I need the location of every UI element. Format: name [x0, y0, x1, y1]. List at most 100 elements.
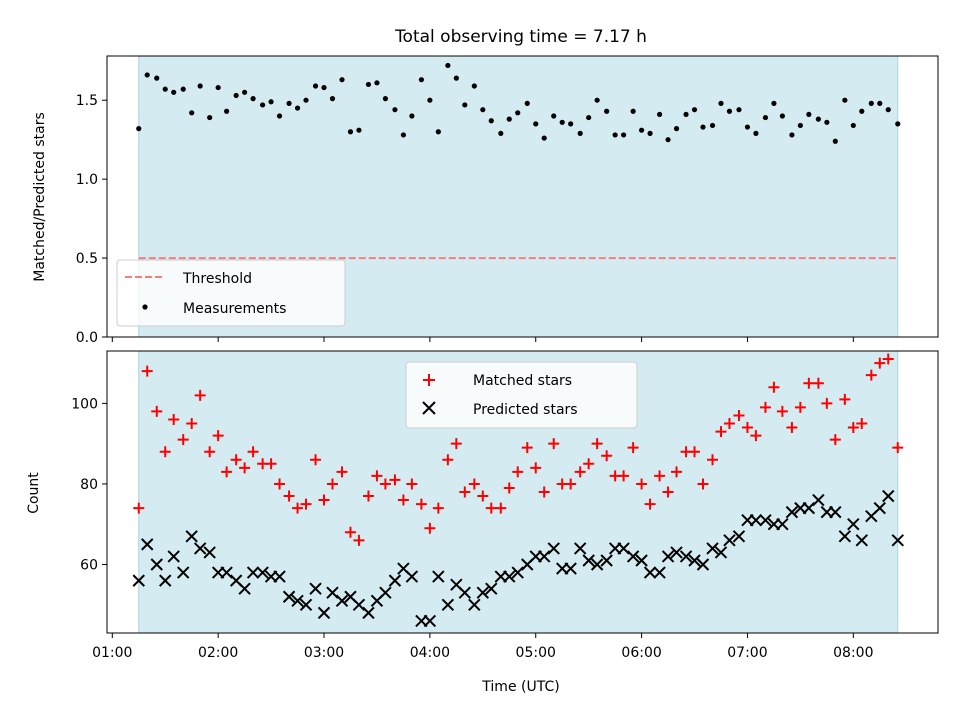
matched-star-point [671, 466, 683, 478]
matched-star-point [292, 502, 304, 514]
matched-star-point [776, 405, 788, 417]
matched-star-point [786, 422, 798, 434]
predicted-star-point [177, 566, 190, 579]
measurement-point [630, 108, 636, 114]
matched-star-point [212, 430, 224, 442]
measurement-point [753, 130, 759, 136]
measurement-points [136, 62, 901, 144]
matched-star-point [468, 478, 480, 490]
predicted-star-point [635, 554, 648, 567]
measurement-point [700, 124, 706, 130]
measurement-point [665, 137, 671, 143]
matched-star-point [741, 422, 753, 434]
matched-star-point [618, 470, 630, 482]
matched-star-point [512, 466, 524, 478]
matched-star-point [768, 381, 780, 393]
matched-star-point [733, 409, 745, 421]
measurement-point [276, 113, 283, 119]
measurement-point [533, 121, 539, 127]
measurements-legend-swatch [142, 304, 148, 310]
measurement-point [718, 100, 724, 106]
matched-star-point [336, 466, 348, 478]
matched-star-point [371, 470, 383, 482]
measurement-point [541, 135, 547, 141]
measurement-point [691, 107, 698, 113]
predicted-star-point [335, 594, 349, 607]
predicted-star-point [679, 550, 693, 563]
matched-star-point [362, 490, 374, 502]
matched-star-point [204, 446, 216, 458]
predicted-star-point [873, 501, 886, 515]
matched-star-point [723, 418, 735, 430]
measurement-point [171, 89, 177, 95]
chart-title: Total observing time = 7.17 h [394, 27, 647, 47]
measurement-point [400, 132, 407, 138]
predicted-legend-label: Predicted stars [473, 402, 578, 418]
matched-star-point [133, 502, 145, 514]
matched-star-point [485, 502, 497, 514]
matched-star-point [406, 478, 418, 490]
ratio-legend: Threshold Measurements [116, 259, 346, 327]
predicted-star-point [299, 598, 313, 612]
predicted-star-point [511, 566, 524, 579]
matched-star-point [707, 454, 719, 466]
predicted-star-point [617, 542, 630, 555]
matched-star-point [300, 498, 312, 510]
x-tick-label: 08:00 [833, 645, 873, 661]
measurement-point [250, 96, 256, 102]
predicted-star-point [132, 574, 145, 587]
measurement-point [885, 107, 891, 113]
matched-star-point [847, 422, 859, 434]
y-tick-label: 0.5 [76, 251, 98, 267]
x-tick-label: 02:00 [198, 645, 238, 661]
measurement-point [144, 72, 150, 78]
measurement-point [868, 100, 874, 106]
measurement-point [427, 97, 433, 103]
matched-star-point [654, 470, 666, 482]
count-y-ticks: 60 80 100 [71, 396, 107, 574]
measurement-point [815, 116, 821, 122]
matched-star-point [265, 458, 277, 470]
predicted-star-point [891, 534, 904, 547]
predicted-star-point [150, 558, 163, 571]
predicted-star-point [590, 558, 604, 571]
measurement-point [189, 110, 195, 116]
predicted-star-point [696, 558, 710, 571]
matched-star-point [318, 494, 330, 506]
ratio-x-ticks [111, 337, 854, 342]
measurement-point [612, 132, 618, 138]
measurement-point [594, 97, 600, 103]
matched-legend-swatch [423, 374, 435, 386]
measurement-point [709, 122, 716, 129]
measurement-point [683, 111, 689, 118]
count-legend-box [405, 361, 638, 429]
measurement-point [303, 97, 309, 103]
matched-star-point [715, 426, 727, 438]
matched-star-point [247, 446, 259, 458]
predicted-star-point [829, 505, 842, 519]
measurement-point [620, 132, 627, 138]
predicted-star-point [485, 582, 498, 595]
matched-star-point [495, 502, 507, 514]
measurement-point [347, 129, 354, 135]
predicted-star-point [661, 550, 675, 563]
predicted-star-point [537, 550, 551, 563]
matched-star-point [379, 478, 391, 490]
measurement-point [850, 122, 856, 129]
predicted-star-point [291, 594, 304, 607]
measurement-point [242, 89, 248, 95]
measurement-point [382, 96, 389, 102]
y-tick-label: 60 [80, 558, 98, 574]
predicted-star-point [564, 562, 577, 575]
predicted-star-point [714, 546, 728, 559]
measurement-point [744, 124, 751, 130]
matched-star-point [565, 478, 577, 490]
measurement-point [762, 114, 769, 121]
measurement-point [268, 99, 274, 105]
predicted-star-point [547, 542, 560, 555]
predicted-star-point [759, 513, 772, 527]
measurement-point [551, 113, 557, 119]
predicted-star-point [352, 598, 366, 612]
x-tick-label: 06:00 [621, 645, 661, 661]
predicted-star-point [653, 566, 666, 579]
